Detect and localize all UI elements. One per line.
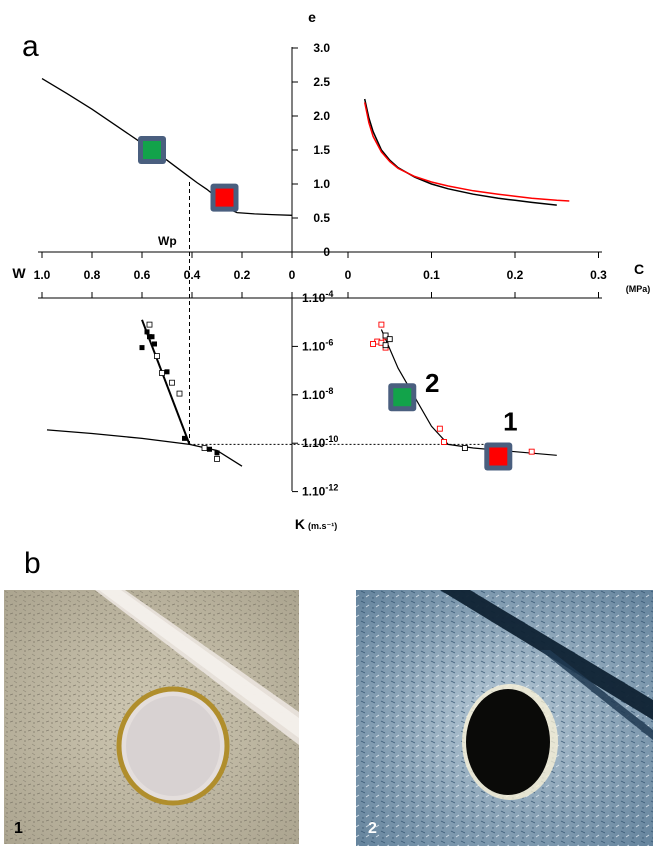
green-marker-k-c bbox=[393, 388, 412, 407]
c-tick-label: 0.1 bbox=[423, 268, 440, 282]
e-tick-label: 3.0 bbox=[313, 41, 330, 55]
k-axis-label: K bbox=[295, 516, 305, 532]
e-c-curve-black bbox=[363, 98, 557, 206]
photo-1-number: 1 bbox=[14, 820, 23, 837]
photo-1-vesicle-inner bbox=[126, 696, 220, 796]
e-w-curve bbox=[41, 78, 293, 216]
k-w-point-open bbox=[176, 390, 183, 397]
photo-2-crack-2 bbox=[540, 650, 653, 740]
k-c-point-black bbox=[382, 332, 389, 339]
marker-number-2: 2 bbox=[425, 368, 439, 398]
k-c-point-red bbox=[370, 341, 376, 347]
k-w-point-filled bbox=[144, 329, 150, 335]
k-axis-unit: (m.s⁻¹) bbox=[308, 521, 337, 531]
k-c-fit-line bbox=[380, 329, 557, 456]
photo-2-number: 2 bbox=[368, 820, 377, 837]
k-w-point-open bbox=[201, 445, 208, 451]
k-w-point-filled bbox=[214, 450, 220, 456]
e-tick-label: 0 bbox=[323, 245, 330, 259]
photo-1: 1 bbox=[4, 590, 299, 844]
e-tick-label: 2.5 bbox=[313, 75, 330, 89]
panel-b-label: b bbox=[24, 547, 41, 580]
w-tick-label: 0 bbox=[289, 268, 296, 282]
k-tick-label: 1.10-8 bbox=[302, 386, 333, 402]
c-axis-label: C bbox=[634, 261, 644, 277]
e-tick-label: 1.0 bbox=[313, 177, 330, 191]
photo-2: 2 bbox=[356, 590, 653, 846]
k-w-point-filled bbox=[182, 435, 187, 441]
k-w-point-filled bbox=[207, 446, 212, 452]
wp-annotation: Wp bbox=[158, 234, 177, 248]
k-w-point-open bbox=[154, 353, 160, 359]
e-tick-label: 2.0 bbox=[313, 109, 330, 123]
w-tick-label: 0.4 bbox=[184, 268, 201, 282]
k-w-lower-line bbox=[46, 429, 243, 467]
e-axis-label: e bbox=[308, 9, 316, 25]
w-tick-label: 0.6 bbox=[134, 268, 151, 282]
marker-number-1: 1 bbox=[503, 407, 517, 437]
photo-1-vein bbox=[95, 590, 299, 745]
k-c-point-red bbox=[436, 425, 443, 432]
k-w-point-open bbox=[169, 379, 175, 386]
k-c-point-black bbox=[386, 336, 393, 343]
e-tick-label: 0.5 bbox=[313, 211, 330, 225]
photo-2-vesicle bbox=[466, 689, 550, 795]
k-c-point-red bbox=[378, 321, 385, 328]
k-w-fit-line bbox=[141, 319, 191, 445]
k-c-point-black bbox=[461, 445, 468, 451]
k-w-point-open bbox=[146, 321, 153, 328]
k-tick-label: 1.10-6 bbox=[302, 337, 333, 353]
k-w-point-filled bbox=[164, 369, 170, 375]
k-w-point-open bbox=[214, 456, 220, 462]
w-tick-label: 0.2 bbox=[234, 268, 251, 282]
k-tick-label: 1.10-4 bbox=[302, 289, 333, 305]
k-w-point-filled bbox=[149, 334, 155, 340]
panel-a-label: a bbox=[22, 30, 39, 63]
red-marker-e-w bbox=[215, 188, 234, 207]
red-marker-k-c bbox=[489, 447, 508, 466]
k-w-point-filled bbox=[152, 341, 157, 347]
c-tick-label: 0 bbox=[345, 268, 352, 282]
w-tick-label: 1.0 bbox=[34, 268, 51, 282]
w-tick-label: 0.8 bbox=[84, 268, 101, 282]
k-c-point-black bbox=[382, 342, 389, 349]
c-tick-label: 0.3 bbox=[590, 268, 607, 282]
k-c-point-red bbox=[528, 448, 535, 455]
k-w-point-filled bbox=[139, 345, 145, 351]
k-tick-label: 1.10-12 bbox=[302, 483, 338, 499]
ticks: 0 0.5 1.0 1.5 2.0 2.5 3.0 1.0 0.8 0.6 0.4 0.2 0 0 0.1 0… bbox=[34, 41, 608, 499]
c-tick-label: 0.2 bbox=[507, 268, 524, 282]
k-w-point-open bbox=[159, 370, 165, 376]
k-tick-label: 1.10-10 bbox=[302, 434, 338, 450]
green-marker-e-w bbox=[143, 141, 161, 159]
plots bbox=[41, 78, 570, 467]
e-tick-label: 1.5 bbox=[313, 143, 330, 157]
c-axis-unit: (MPa) bbox=[626, 284, 651, 294]
w-axis-label: W bbox=[12, 265, 26, 281]
k-c-point-red bbox=[441, 439, 447, 445]
photo-1-vein-core bbox=[99, 590, 299, 738]
e-c-curve-red bbox=[363, 102, 570, 202]
